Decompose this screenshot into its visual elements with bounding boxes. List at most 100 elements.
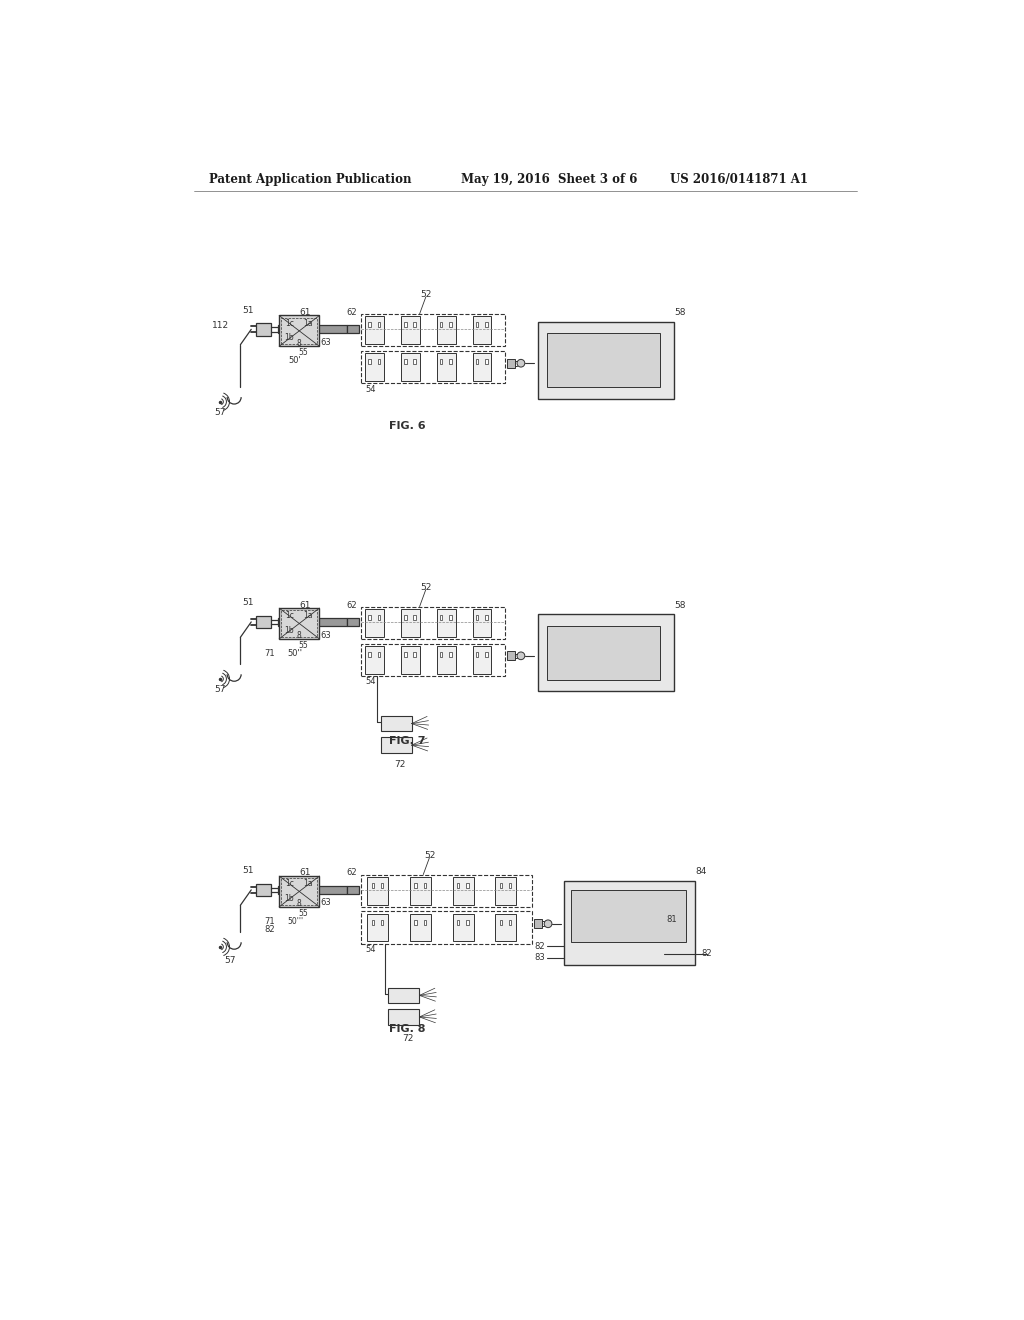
Circle shape <box>409 663 413 667</box>
Text: 58: 58 <box>674 308 685 317</box>
Bar <box>410 913 431 941</box>
Bar <box>440 652 442 656</box>
Bar <box>361 875 531 907</box>
Text: 1b: 1b <box>285 894 294 903</box>
Text: 58: 58 <box>674 601 685 610</box>
Text: 82: 82 <box>264 925 275 933</box>
Text: 8: 8 <box>297 631 302 640</box>
Circle shape <box>480 663 484 667</box>
Bar <box>414 615 416 619</box>
Text: 83: 83 <box>535 953 545 962</box>
Bar <box>507 359 515 368</box>
Bar <box>369 322 371 327</box>
Bar <box>369 615 371 619</box>
Bar <box>280 315 319 346</box>
Bar <box>485 652 487 656</box>
Bar <box>366 354 384 381</box>
Circle shape <box>409 626 413 630</box>
Bar <box>404 615 407 619</box>
Bar <box>466 920 469 924</box>
Bar <box>457 883 460 887</box>
Text: 61: 61 <box>299 308 310 317</box>
Circle shape <box>517 652 524 660</box>
Text: 61: 61 <box>299 869 310 878</box>
Text: 50': 50' <box>289 355 302 364</box>
Circle shape <box>372 626 377 630</box>
Circle shape <box>444 626 449 630</box>
Bar <box>347 326 359 333</box>
Text: FIG. 8: FIG. 8 <box>389 1023 425 1034</box>
Bar <box>381 738 412 752</box>
Text: 1a: 1a <box>303 318 313 327</box>
Bar <box>453 876 474 904</box>
Bar <box>538 614 674 692</box>
Bar <box>414 359 416 364</box>
Bar <box>473 317 492 345</box>
Bar <box>381 920 383 924</box>
Bar <box>509 883 511 887</box>
Text: 1a: 1a <box>303 611 313 620</box>
Circle shape <box>461 929 466 935</box>
Bar <box>381 715 412 731</box>
Circle shape <box>504 929 508 935</box>
Text: 62: 62 <box>346 869 356 878</box>
Bar <box>368 913 388 941</box>
Text: FIG. 7: FIG. 7 <box>389 737 425 746</box>
Circle shape <box>444 663 449 667</box>
Bar <box>437 609 456 636</box>
Circle shape <box>444 333 449 337</box>
Bar <box>437 645 456 673</box>
Circle shape <box>444 370 449 374</box>
Text: 51: 51 <box>243 598 254 607</box>
Bar <box>457 920 460 924</box>
Bar <box>280 876 319 907</box>
Bar <box>476 322 478 327</box>
Circle shape <box>372 370 377 374</box>
Bar <box>450 652 452 656</box>
Text: FIG. 6: FIG. 6 <box>389 421 425 430</box>
Circle shape <box>372 333 377 337</box>
Text: 51: 51 <box>243 866 254 875</box>
Bar <box>473 354 492 381</box>
Bar <box>571 890 686 942</box>
Bar <box>437 354 456 381</box>
Bar <box>361 607 505 639</box>
Text: 84: 84 <box>696 867 708 876</box>
Text: 55: 55 <box>298 640 308 649</box>
Bar <box>476 359 478 364</box>
Circle shape <box>504 892 508 898</box>
Bar <box>347 618 359 626</box>
Bar <box>366 645 384 673</box>
Circle shape <box>409 333 413 337</box>
Text: 55: 55 <box>298 348 308 356</box>
Text: 71: 71 <box>264 649 275 657</box>
Text: 8: 8 <box>297 339 302 347</box>
Bar <box>414 652 416 656</box>
Bar <box>282 610 317 636</box>
Bar <box>414 322 416 327</box>
Bar <box>256 884 271 896</box>
Bar <box>361 314 505 346</box>
Text: 62: 62 <box>346 601 356 610</box>
Text: 50'': 50'' <box>288 649 303 657</box>
Circle shape <box>376 892 380 898</box>
Bar <box>410 876 431 904</box>
Bar <box>485 359 487 364</box>
Bar <box>372 920 374 924</box>
Bar <box>401 354 420 381</box>
Bar <box>278 618 347 626</box>
Bar <box>401 609 420 636</box>
Bar <box>378 322 380 327</box>
Text: US 2016/0141871 A1: US 2016/0141871 A1 <box>671 173 809 186</box>
Bar <box>369 652 371 656</box>
Bar <box>278 886 347 894</box>
Bar <box>361 351 505 383</box>
Text: 52: 52 <box>420 583 431 591</box>
Text: 8: 8 <box>297 899 302 908</box>
Circle shape <box>480 626 484 630</box>
Bar <box>347 886 359 894</box>
Bar <box>415 883 417 887</box>
Text: 50''': 50''' <box>287 917 303 925</box>
Bar <box>500 920 502 924</box>
Text: 52: 52 <box>420 290 431 300</box>
